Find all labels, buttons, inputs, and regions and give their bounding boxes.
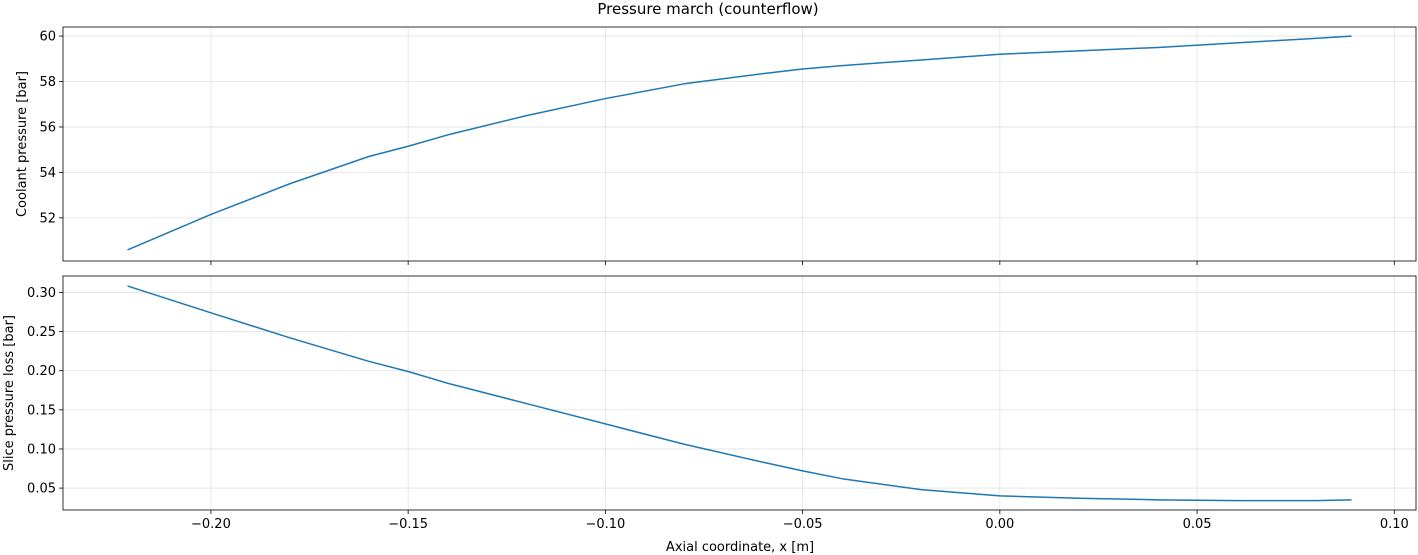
y-axis-label: Coolant pressure [bar] <box>15 71 30 217</box>
y-tick-label: 58 <box>39 75 56 90</box>
x-tick-label: −0.05 <box>783 517 823 532</box>
y-tick-label: 0.05 <box>27 482 56 497</box>
x-tick-label: −0.10 <box>585 517 625 532</box>
plot-frame <box>62 26 1417 262</box>
y-tick-label: 0.15 <box>27 403 56 418</box>
y-axis-label: Slice pressure loss [bar] <box>2 315 17 471</box>
y-tick-label: 0.25 <box>27 325 56 340</box>
y-tick-label: 52 <box>39 211 56 226</box>
series-line <box>127 285 1352 502</box>
x-tick-label: −0.15 <box>388 517 428 532</box>
x-tick-label: 0.00 <box>985 517 1014 532</box>
chart-title: Pressure march (counterflow) <box>597 0 818 18</box>
y-tick-label: 0.30 <box>27 286 56 301</box>
series-line <box>127 35 1352 251</box>
y-tick-label: 0.20 <box>27 364 56 379</box>
x-tick-label: 0.10 <box>1380 517 1409 532</box>
x-tick-label: −0.20 <box>191 517 231 532</box>
x-axis-label: Axial coordinate, x [m] <box>666 540 814 555</box>
y-tick-label: 56 <box>39 120 56 135</box>
y-tick-label: 54 <box>39 166 56 181</box>
subplot-coolant-pressure: 52 54 56 58 60 Coolant pressure [bar] <box>15 26 1417 265</box>
x-tick-label: 0.05 <box>1183 517 1212 532</box>
plot-frame <box>62 275 1417 511</box>
y-tick-label: 60 <box>39 30 56 45</box>
y-tick-label: 0.10 <box>27 442 56 457</box>
subplot-slice-pressure-loss: 0.05 0.10 0.15 0.20 0.25 0.30 −0.20 −0.15 −0.10 −… <box>2 275 1417 532</box>
